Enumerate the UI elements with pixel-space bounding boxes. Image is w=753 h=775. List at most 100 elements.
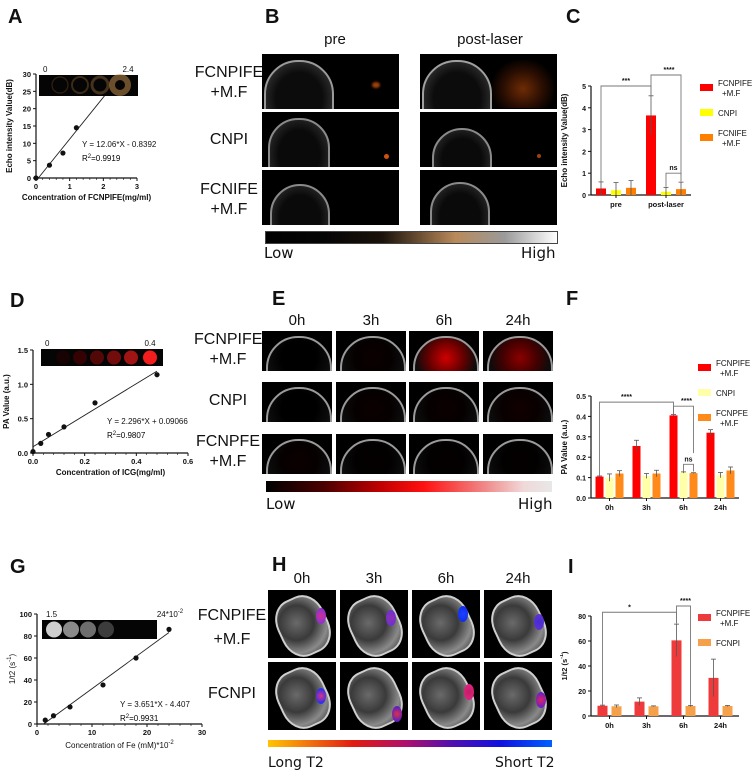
- ultrasound-image: [262, 54, 399, 109]
- bar: [671, 640, 682, 716]
- bar: [726, 470, 735, 498]
- photoacoustic-image: [483, 331, 553, 371]
- photoacoustic-image: [262, 434, 332, 474]
- ultrasound-image: [262, 170, 399, 225]
- column-label-0h: 0h: [293, 570, 311, 587]
- data-point: [100, 682, 106, 688]
- y-tick-label: 15: [23, 122, 31, 131]
- x-tick-label: 30: [198, 728, 206, 737]
- legend-swatch: [698, 639, 711, 646]
- significance-label: ***: [622, 78, 630, 85]
- legend-label: FCNPFE: [716, 409, 748, 418]
- column-label-24h: 24h: [505, 312, 531, 329]
- y-tick-label: 60: [578, 639, 586, 646]
- bar: [689, 473, 698, 498]
- ultrasound-image: [262, 112, 399, 167]
- photoacoustic-image: [483, 434, 553, 474]
- panel-letter-c: C: [566, 6, 581, 28]
- bar: [615, 473, 624, 498]
- mri-image: [484, 662, 552, 730]
- y-tick-label: 0: [582, 714, 586, 721]
- y-tick-label: 30: [23, 70, 31, 79]
- y-tick-label: 40: [578, 664, 586, 671]
- y-tick-label: 80: [24, 632, 32, 641]
- panel-letter-i: I: [568, 556, 574, 578]
- photoacoustic-image: [336, 434, 406, 474]
- bar: [679, 472, 688, 498]
- inset-right-label: 2.4: [122, 65, 134, 74]
- bar: [669, 415, 678, 498]
- y-tick-label: 10: [23, 139, 31, 148]
- bar: [685, 706, 696, 716]
- panel-letter-g: G: [10, 556, 26, 578]
- y-axis-label: PA Value (a.u.): [2, 374, 11, 429]
- bar: [595, 476, 604, 498]
- legend-label: +M.F: [720, 369, 739, 378]
- panel-letter-h: H: [272, 554, 287, 576]
- mri-image: [340, 590, 408, 658]
- x-category-label: 6h: [679, 721, 688, 730]
- significance-label: ns: [684, 456, 692, 463]
- y-tick-label: 60: [24, 654, 32, 663]
- bar: [722, 706, 733, 716]
- y-tick-label: 0.0: [576, 496, 586, 503]
- r-squared: R2=0.9919: [82, 154, 121, 163]
- x-category-label: 3h: [642, 721, 651, 730]
- fit-line: [43, 632, 170, 725]
- data-point: [46, 162, 53, 168]
- colorbar-high-label: High: [518, 495, 553, 513]
- y-tick-label: 1.5: [18, 346, 28, 355]
- row-label-fcnpfe: FCNPFE +M.F: [196, 433, 260, 470]
- x-tick-label: 20: [143, 728, 151, 737]
- x-tick-label: 1: [68, 182, 72, 191]
- y-tick-label: 0.5: [576, 394, 586, 401]
- x-tick-label: 0.0: [28, 457, 38, 466]
- inset-right-label: 0.4: [144, 340, 156, 348]
- legend-swatch: [698, 364, 711, 371]
- bar: [642, 475, 651, 498]
- x-category-label: 6h: [679, 503, 688, 512]
- legend-swatch: [698, 414, 711, 421]
- y-tick-label: 0: [28, 720, 32, 729]
- ultrasound-image: [420, 170, 557, 225]
- significance-bracket: [650, 74, 682, 176]
- significance-bracket: [665, 172, 682, 187]
- x-tick-label: 0: [34, 182, 38, 191]
- row-label-cnpi: CNPI: [208, 392, 248, 409]
- y-axis-label: PA Value (a.u.): [560, 419, 569, 474]
- x-category-label: 0h: [605, 721, 614, 730]
- fit-equation: Y = 12.06*X - 0.8392: [82, 140, 157, 149]
- legend-swatch: [698, 389, 711, 396]
- photoacoustic-image: [262, 382, 332, 422]
- colorbar-low-label: Low: [266, 495, 296, 513]
- y-axis-label: 1/t2 (s-1): [7, 654, 17, 685]
- y-tick-label: 0.4: [576, 414, 586, 421]
- x-category-label: pre: [610, 200, 622, 209]
- x-tick-label: 10: [88, 728, 96, 737]
- row-label-fcnife: FCNIFE +M.F: [200, 181, 258, 218]
- row-label-fcnpi: FCNPI: [208, 685, 256, 702]
- significance-bracket: [673, 405, 694, 454]
- y-tick-label: 20: [24, 698, 32, 707]
- bar: [597, 705, 608, 716]
- bar: [708, 677, 719, 716]
- x-tick-label: 2: [101, 182, 105, 191]
- column-label-6h: 6h: [435, 312, 453, 329]
- colorbar-pa: [266, 481, 552, 492]
- mri-image: [412, 662, 480, 730]
- inset-right-label: 24*10-2: [157, 609, 184, 619]
- legend-label: +M.F: [722, 89, 741, 98]
- column-label-3h: 3h: [362, 312, 380, 329]
- bar: [611, 706, 622, 716]
- data-point: [61, 424, 67, 430]
- y-tick-label: 1: [582, 171, 586, 178]
- data-point: [92, 400, 98, 406]
- row-label-fcnpife: FCNPIFE +M.F: [194, 64, 264, 101]
- panel-letter-e: E: [272, 288, 286, 310]
- y-tick-label: 0.2: [576, 455, 586, 462]
- photoacoustic-image: [483, 382, 553, 422]
- bar: [652, 473, 661, 498]
- legend-swatch: [698, 614, 711, 621]
- colorbar-t2: [268, 740, 552, 747]
